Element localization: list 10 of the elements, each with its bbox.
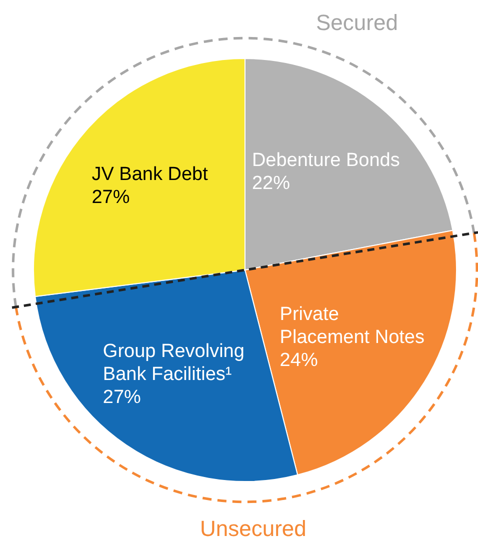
- text: Secured: [316, 10, 398, 36]
- data-label: 22%: [252, 172, 290, 194]
- slice-label: Group Revolving Bank Facilities¹: [102, 341, 244, 386]
- data-label: 27%: [92, 186, 130, 208]
- data-label: 27%: [102, 387, 142, 408]
- slice-label: Private Placement Notes: [280, 304, 424, 348]
- slice-label: JV Bank Debt: [92, 164, 209, 185]
- text: Unsecured: [200, 516, 306, 542]
- data-label: 24%: [280, 350, 318, 372]
- slice-label: Debenture Bonds: [252, 150, 400, 171]
